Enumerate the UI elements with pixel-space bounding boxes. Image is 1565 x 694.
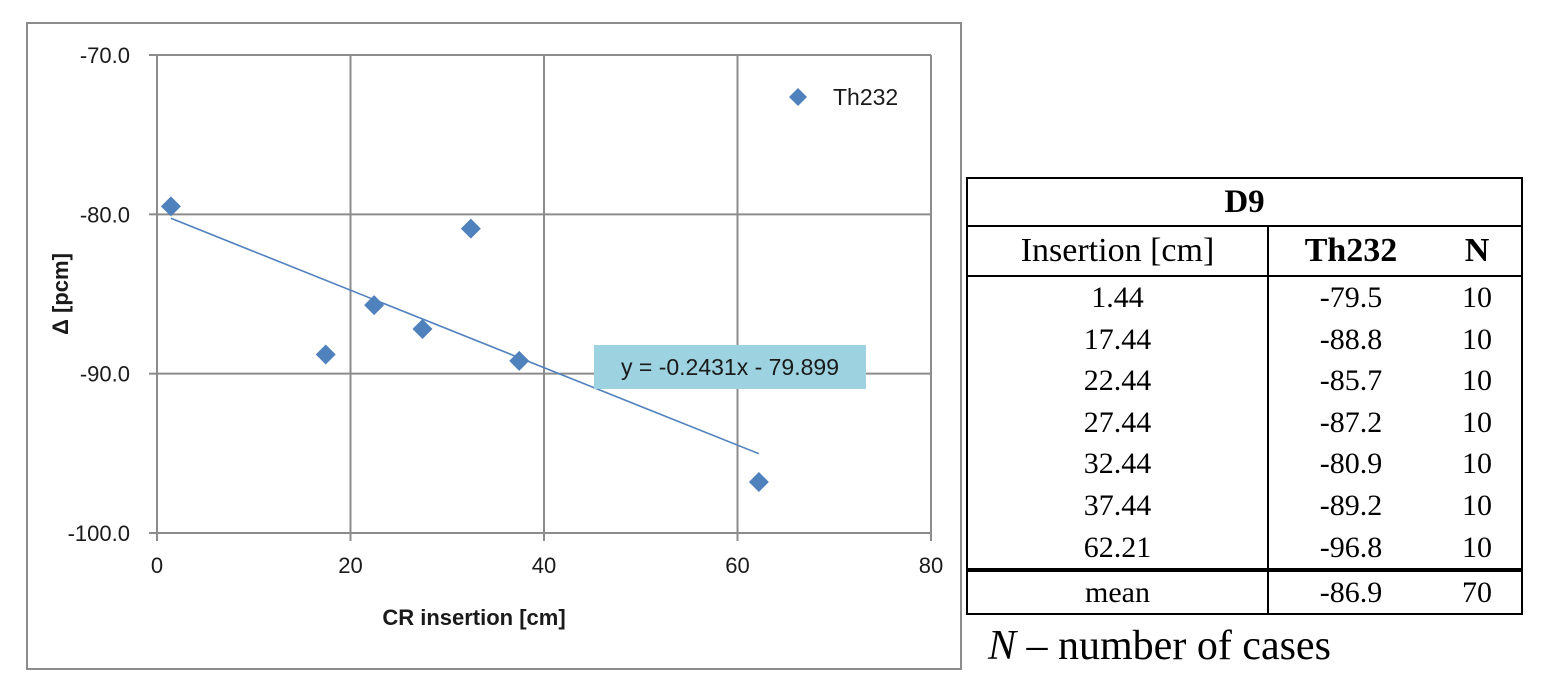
cell-th232: -79.5 [1319,281,1383,314]
cell-th232: -85.7 [1319,364,1383,398]
table-title: D9 [967,178,1522,227]
cell-insertion: 22.44 [967,360,1269,402]
x-tick-label: 60 [725,553,749,578]
cell-n: 10 [1462,281,1492,314]
data-point [509,350,530,371]
x-axis-title: CR insertion [cm] [382,605,565,630]
x-tick-label: 40 [532,553,556,578]
table-row: 22.44 -85.7 10 [967,360,1522,402]
data-point [748,472,769,493]
table-row: 37.44 -89.2 10 [967,484,1522,527]
data-point [364,295,385,316]
table-row: 62.21 -96.8 10 [967,526,1522,571]
table-row: 1.44 -79.5 10 [967,276,1522,319]
cell-insertion: 27.44 [967,401,1269,444]
chart-frame: -70.0 -80.0 -90.0 -100.0 0 20 40 60 80 CR inserti… [26,22,962,670]
cell-insertion: 37.44 [967,484,1269,527]
cell-mean-label: mean [967,568,1269,615]
table-row: 17.44 -88.8 10 [967,318,1522,361]
x-tick-label: 20 [338,553,362,578]
y-tick-label: -90.0 [80,362,130,387]
trendline-equation: y = -0.2431x - 79.899 [621,354,839,380]
header-insertion: Insertion [cm] [967,226,1269,277]
cell-n: 10 [1462,322,1492,356]
trendline [170,217,760,455]
table-row: 27.44 -87.2 10 [967,401,1522,444]
data-point [460,218,481,239]
cell-mean-th232: -86.9 [1268,568,1433,615]
cell-n: 10 [1462,364,1492,398]
table-row: 32.44 -80.9 10 [967,443,1522,485]
cell-mean-n: 70 [1433,568,1522,615]
cell-insertion: 32.44 [967,443,1269,485]
cell-n: 10 [1462,488,1492,522]
cell-insertion: 62.21 [967,526,1269,571]
y-axis-title: Δ [pcm] [48,253,73,335]
data-point [412,319,433,340]
cell-th232: -96.8 [1319,530,1383,564]
cell-th232: -87.2 [1319,405,1383,439]
cell-th232: -80.9 [1319,447,1383,481]
note-text: – number of cases [1016,623,1331,669]
note-variable: N [988,623,1017,669]
trendline-equation-box [594,345,866,389]
y-tick-label: -70.0 [80,43,130,68]
scatter-chart: -70.0 -80.0 -90.0 -100.0 0 20 40 60 80 CR inserti… [48,43,943,630]
data-point [160,196,181,217]
cell-n: 10 [1462,530,1492,564]
table-header-row: Insertion [cm] Th232 N [967,226,1522,277]
table-body: 1.44 -79.5 10 17.44 -88.8 10 22.44 -85.7 10 27… [967,276,1522,571]
cell-th232: -88.8 [1319,322,1383,356]
cell-insertion: 1.44 [967,276,1269,319]
legend-marker [789,88,807,106]
y-tick-label: -80.0 [80,202,130,227]
legend-label: Th232 [833,84,898,110]
table-note: N – number of cases [988,622,1331,670]
header-th232: Th232 [1268,226,1433,277]
cell-n: 10 [1462,405,1492,439]
table-title-row: D9 [967,178,1522,227]
x-tick-label: 80 [919,553,943,578]
x-tick-label: 0 [151,553,163,578]
data-point [315,344,336,365]
cell-th232: -89.2 [1319,488,1383,522]
table-mean-row: mean -86.9 70 [967,568,1522,615]
header-n: N [1433,226,1522,277]
cell-insertion: 17.44 [967,318,1269,361]
cell-n: 10 [1462,447,1492,481]
data-table: D9 Insertion [cm] Th232 N 1.44 -79.5 10 17… [966,177,1523,616]
y-tick-label: -100.0 [68,521,130,546]
